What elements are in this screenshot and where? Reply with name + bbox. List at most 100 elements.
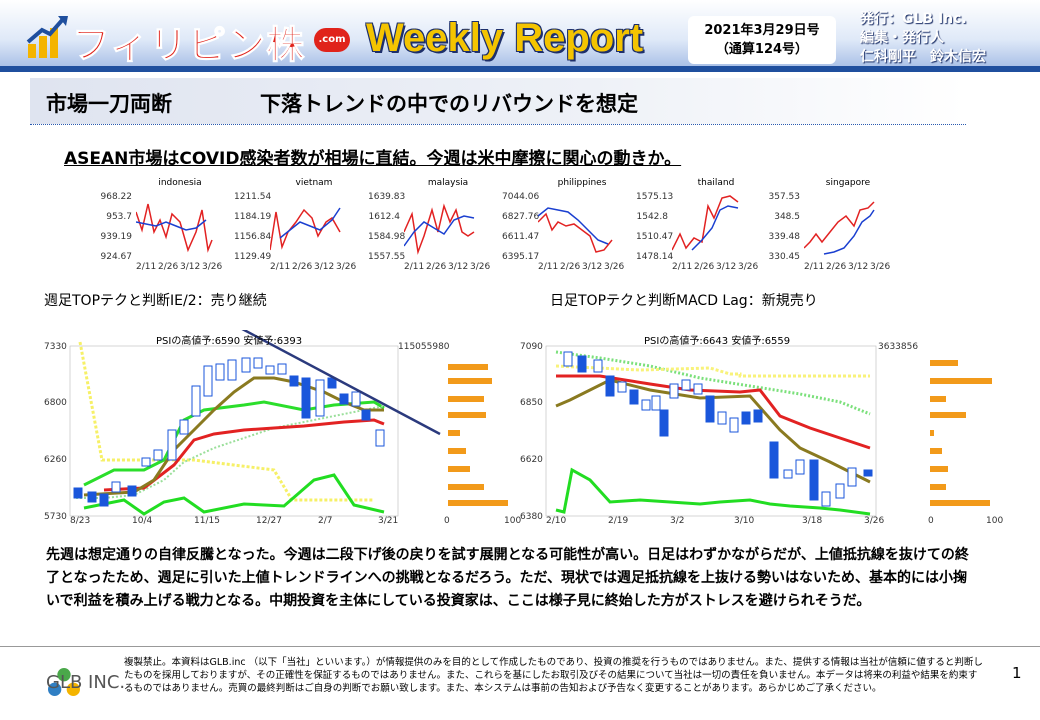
candle bbox=[73, 487, 83, 499]
report-header bbox=[0, 0, 1040, 72]
mini-chart-line bbox=[538, 207, 609, 245]
weekly-xtick: 3/21 bbox=[378, 516, 399, 526]
mini-xtick: 2/11 bbox=[404, 262, 425, 272]
disclaimer: 複製禁止。本資料はGLB.inc （以下「当社」といいます。）が情報提供のみを目… bbox=[124, 657, 983, 694]
mini-chart-plot bbox=[804, 201, 875, 255]
histogram-bar bbox=[448, 378, 492, 384]
candle bbox=[741, 411, 751, 425]
mini-ytick: 1557.55 bbox=[368, 252, 406, 262]
histogram-bar bbox=[930, 360, 958, 366]
mini-ytick: 1156.84 bbox=[234, 232, 272, 242]
mini-chart-line bbox=[691, 205, 739, 251]
mini-ytick: 939.19 bbox=[100, 232, 133, 242]
mini-chart-singapore: singapore 357.53 348.5 339.48 330.45 2/11 2/26… bbox=[768, 178, 898, 278]
daily-xtick: 3/26 bbox=[864, 516, 885, 526]
candle bbox=[821, 491, 831, 507]
glb-logo-text: GLB INC. bbox=[46, 672, 126, 693]
mini-ytick: 1584.98 bbox=[368, 232, 406, 242]
mini-chart-line bbox=[672, 195, 739, 251]
daily-chart-svg bbox=[545, 345, 992, 517]
daily-xtick: 3/2 bbox=[670, 516, 685, 526]
candle bbox=[265, 365, 275, 375]
candle bbox=[729, 417, 739, 433]
weekly-xtick: 2/7 bbox=[318, 516, 333, 526]
header-bar bbox=[0, 66, 1040, 72]
mini-chart-line bbox=[404, 215, 475, 247]
weekly-ytick: 6260 bbox=[44, 455, 67, 465]
candle bbox=[87, 491, 97, 503]
glb-logo-icon bbox=[48, 668, 80, 696]
candle bbox=[179, 419, 189, 435]
daily-chart-title: 日足TOPテクと判断MACD Lag：新規売り bbox=[550, 293, 818, 309]
histogram-bar bbox=[448, 466, 470, 472]
candle bbox=[809, 459, 819, 501]
mini-chart-plot bbox=[270, 207, 341, 251]
publisher-info: 発行：GLB Inc. 編集・発行人 仁科剛平 鈴木信宏 bbox=[860, 10, 986, 67]
candle bbox=[769, 441, 779, 479]
daily-psi: PSIの高値予:6643 安値予:6559 bbox=[644, 336, 791, 347]
mini-ytick: 1575.13 bbox=[636, 192, 674, 202]
divider bbox=[30, 124, 966, 125]
histogram-bar bbox=[930, 396, 946, 402]
mini-xtick: 2/11 bbox=[672, 262, 693, 272]
histogram-bar bbox=[930, 484, 946, 490]
daily-xtick: 3/10 bbox=[734, 516, 755, 526]
mini-chart-vietnam: vietnam 1211.54 1184.19 1156.84 1129.49 2/11 2… bbox=[234, 178, 364, 278]
mini-ytick: 6611.47 bbox=[502, 232, 540, 242]
mini-xtick: 3/12 bbox=[582, 262, 603, 272]
candle bbox=[669, 383, 679, 399]
candle bbox=[277, 363, 287, 375]
weekly-psi: PSIの高値予:6590 安値予:6393 bbox=[156, 336, 303, 347]
daily-hist-axis-min: 0 bbox=[928, 516, 934, 526]
candle bbox=[605, 375, 615, 397]
mini-chart-line bbox=[136, 203, 213, 253]
mini-chart-line bbox=[279, 207, 341, 239]
mini-ytick: 1639.83 bbox=[368, 192, 406, 202]
candle bbox=[241, 357, 251, 373]
histogram-bar bbox=[448, 364, 488, 370]
page-number: 1 bbox=[1012, 664, 1022, 682]
mini-ytick: 6827.76 bbox=[502, 212, 540, 222]
mini-xtick: 2/26 bbox=[292, 262, 313, 272]
mini-ytick: 1542.8 bbox=[636, 212, 669, 222]
histogram-bar bbox=[930, 378, 992, 384]
candle bbox=[253, 357, 263, 369]
candle bbox=[375, 429, 385, 447]
mini-chart-title: philippines bbox=[557, 178, 607, 188]
candle bbox=[351, 391, 361, 407]
mini-chart-indonesia: indonesia 968.22 953.7 939.19 924.67 2/11 2/26… bbox=[100, 178, 230, 278]
candle bbox=[99, 493, 109, 507]
daily-xtick: 2/10 bbox=[546, 516, 567, 526]
daily-xtick: 3/18 bbox=[802, 516, 823, 526]
mini-chart-line bbox=[404, 203, 475, 255]
candle bbox=[215, 363, 225, 381]
mini-ytick: 1612.4 bbox=[368, 212, 401, 222]
histogram-bar bbox=[448, 448, 466, 454]
publisher-line: 仁科剛平 鈴木信宏 bbox=[860, 49, 986, 65]
body-text: 先週は想定通りの自律反騰となった。今週は二段下げ後の戻りを試す展開となる可能性が… bbox=[46, 547, 969, 609]
publisher-line: 編集・発行人 bbox=[860, 30, 944, 46]
mini-chart-plot bbox=[538, 207, 613, 253]
candle bbox=[651, 395, 661, 411]
mini-chart-title: malaysia bbox=[427, 178, 469, 188]
subheadline: ASEAN市場はCOVID感染者数が相場に直結。今週は米中摩擦に関心の動きか。 bbox=[64, 149, 682, 169]
candle bbox=[203, 365, 213, 397]
daily-xtick: 2/19 bbox=[608, 516, 629, 526]
daily-ytick: 6380 bbox=[520, 512, 543, 522]
logo-text: フィリピン株 bbox=[71, 23, 306, 68]
candle bbox=[227, 359, 237, 381]
mini-ytick: 1211.54 bbox=[234, 192, 272, 202]
mini-chart-thailand: thailand 1575.13 1542.8 1510.47 1478.14 2/11 2… bbox=[636, 178, 766, 278]
candle bbox=[629, 389, 639, 405]
weekly-ytick: 7330 bbox=[44, 342, 67, 352]
mini-chart-title: vietnam bbox=[295, 178, 333, 188]
mini-xtick: 2/26 bbox=[426, 262, 447, 272]
weekly-xtick: 10/4 bbox=[132, 516, 153, 526]
candle bbox=[141, 457, 151, 467]
mini-xtick: 2/26 bbox=[158, 262, 179, 272]
histogram-bar bbox=[930, 448, 942, 454]
candle bbox=[167, 429, 177, 461]
issue-date-box: 2021年3月29日号 （通算124号） bbox=[688, 16, 836, 64]
weekly-xtick: 12/27 bbox=[256, 516, 282, 526]
weekly-ytick: 5730 bbox=[44, 512, 67, 522]
